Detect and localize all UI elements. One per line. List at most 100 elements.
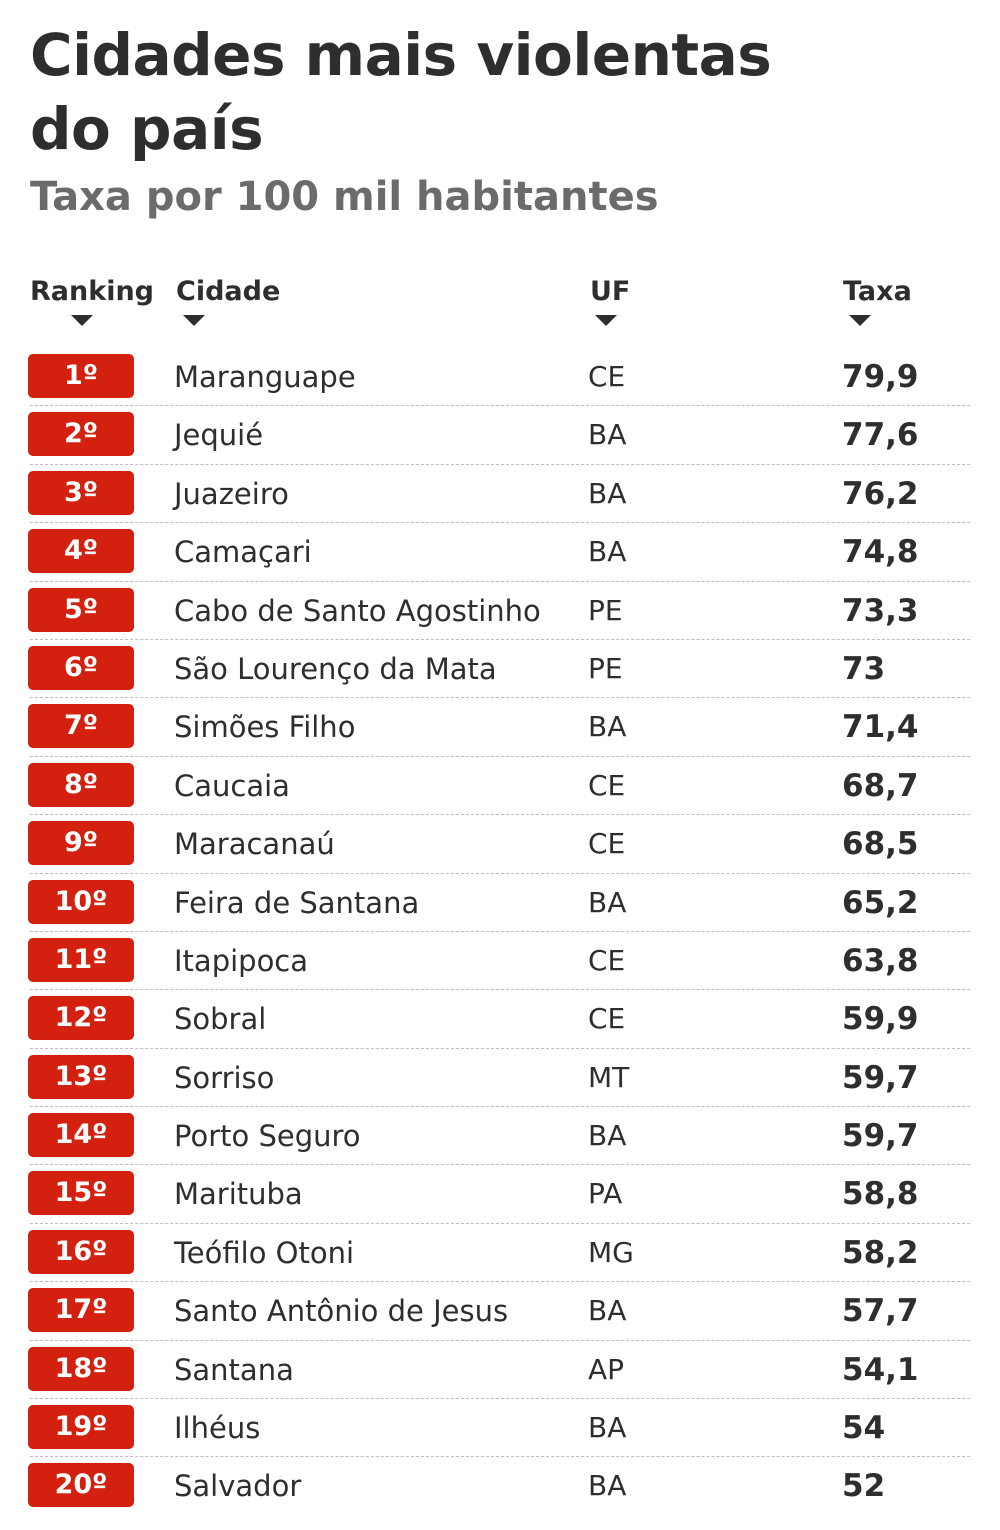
- row-divider: [30, 755, 970, 757]
- rank-badge: 8º: [28, 762, 134, 807]
- state-code: BA: [588, 418, 627, 452]
- rank-badge: 15º: [28, 1171, 134, 1216]
- rate-value: 59,7: [842, 1118, 919, 1155]
- rate-value: 65,2: [842, 884, 919, 921]
- row-divider: [30, 930, 970, 932]
- rank-badge: 17º: [28, 1288, 134, 1333]
- city-name: Marituba: [174, 1177, 303, 1212]
- rank-badge: 14º: [28, 1113, 134, 1158]
- rate-value: 71,4: [842, 709, 919, 746]
- rank-badge: 6º: [28, 645, 134, 690]
- table-row: 12º Sobral CE 59,9: [0, 990, 1000, 1049]
- state-code: PA: [588, 1177, 623, 1211]
- rate-value: 73: [842, 650, 886, 687]
- column-header-label: Taxa: [843, 276, 912, 307]
- city-name: Maranguape: [174, 360, 356, 394]
- row-divider: [30, 1456, 970, 1458]
- rate-value: 63,8: [842, 942, 919, 979]
- table-row: 13º Sorriso MT 59,7: [0, 1049, 1000, 1108]
- rate-value: 68,7: [842, 767, 919, 804]
- city-name: Salvador: [174, 1469, 302, 1504]
- sort-arrow-icon: [595, 315, 617, 326]
- rank-badge: 13º: [28, 1054, 134, 1099]
- state-code: MG: [588, 1235, 634, 1269]
- city-name: São Lourenço da Mata: [174, 651, 497, 686]
- table-row: 8º Caucaia CE 68,7: [0, 757, 1000, 816]
- rank-badge: 3º: [28, 470, 134, 515]
- table-row: 14º Porto Seguro BA 59,7: [0, 1107, 1000, 1166]
- rate-value: 52: [842, 1468, 886, 1505]
- row-divider: [30, 1106, 970, 1108]
- city-name: Camaçari: [174, 535, 312, 570]
- rank-badge: 19º: [28, 1405, 134, 1450]
- rate-value: 59,9: [842, 1001, 919, 1038]
- state-code: BA: [588, 535, 627, 569]
- rank-badge: 7º: [28, 704, 134, 749]
- row-divider: [30, 405, 970, 407]
- column-header-cidade: Cidade: [176, 276, 280, 332]
- state-code: BA: [588, 476, 627, 510]
- state-code: BA: [588, 885, 627, 919]
- row-divider: [30, 872, 970, 874]
- chart-subtitle: Taxa por 100 mil habitantes: [30, 174, 659, 220]
- city-name: Ilhéus: [174, 1411, 261, 1446]
- table-row: 3º Juazeiro BA 76,2: [0, 465, 1000, 524]
- table-row: 16º Teófilo Otoni MG 58,2: [0, 1224, 1000, 1283]
- rank-badge: 16º: [28, 1229, 134, 1274]
- ranking-table: 1º Maranguape CE 79,9 2º Jequié BA 77,6 3º Juazei…: [0, 348, 1000, 1516]
- row-divider: [30, 989, 970, 991]
- city-name: Caucaia: [174, 768, 290, 803]
- rate-value: 73,3: [842, 592, 919, 629]
- sort-arrow-icon: [71, 315, 93, 326]
- row-divider: [30, 1047, 970, 1049]
- rate-value: 54,1: [842, 1351, 919, 1388]
- city-name: Cabo de Santo Agostinho: [174, 593, 541, 628]
- sort-arrow-icon: [183, 315, 205, 326]
- state-code: CE: [588, 360, 626, 393]
- state-code: BA: [588, 1294, 627, 1328]
- table-row: 20º Salvador BA 52: [0, 1457, 1000, 1515]
- rate-value: 68,5: [842, 826, 919, 863]
- rate-value: 54: [842, 1410, 886, 1447]
- state-code: CE: [588, 827, 626, 861]
- chart-title: Cidades mais violentas do país: [30, 18, 930, 166]
- city-name: Teófilo Otoni: [174, 1235, 355, 1270]
- state-code: PE: [588, 593, 623, 627]
- row-divider: [30, 1164, 970, 1166]
- state-code: BA: [588, 1119, 627, 1153]
- state-code: BA: [588, 1411, 627, 1445]
- state-code: MT: [588, 1060, 630, 1094]
- rate-value: 76,2: [842, 475, 919, 512]
- state-code: BA: [588, 1469, 627, 1503]
- city-name: Sobral: [174, 1002, 267, 1037]
- city-name: Maracanaú: [174, 827, 335, 862]
- state-code: CE: [588, 768, 626, 802]
- row-divider: [30, 580, 970, 582]
- rank-badge: 1º: [28, 354, 134, 398]
- row-divider: [30, 814, 970, 816]
- state-code: CE: [588, 1002, 626, 1036]
- row-divider: [30, 463, 970, 465]
- city-name: Itapipoca: [174, 943, 309, 978]
- rank-badge: 4º: [28, 529, 134, 574]
- rank-badge: 10º: [28, 879, 134, 924]
- column-header-uf: UF: [590, 276, 630, 332]
- table-row: 9º Maracanaú CE 68,5: [0, 815, 1000, 874]
- table-row: 15º Marituba PA 58,8: [0, 1165, 1000, 1224]
- column-header-ranking: Ranking: [30, 276, 154, 332]
- row-divider: [30, 1281, 970, 1283]
- table-row: 11º Itapipoca CE 63,8: [0, 932, 1000, 991]
- rank-badge: 11º: [28, 937, 134, 982]
- column-header-taxa: Taxa: [843, 276, 912, 332]
- rank-badge: 18º: [28, 1346, 134, 1391]
- row-divider: [30, 1339, 970, 1341]
- column-header-label: Ranking: [30, 276, 154, 307]
- rate-value: 58,8: [842, 1176, 919, 1213]
- column-header-label: UF: [590, 276, 631, 307]
- rate-value: 77,6: [842, 417, 919, 454]
- row-divider: [30, 1398, 970, 1400]
- rank-badge: 9º: [28, 821, 134, 866]
- city-name: Santo Antônio de Jesus: [174, 1294, 509, 1329]
- rate-value: 74,8: [842, 534, 919, 571]
- table-row: 6º São Lourenço da Mata PE 73: [0, 640, 1000, 699]
